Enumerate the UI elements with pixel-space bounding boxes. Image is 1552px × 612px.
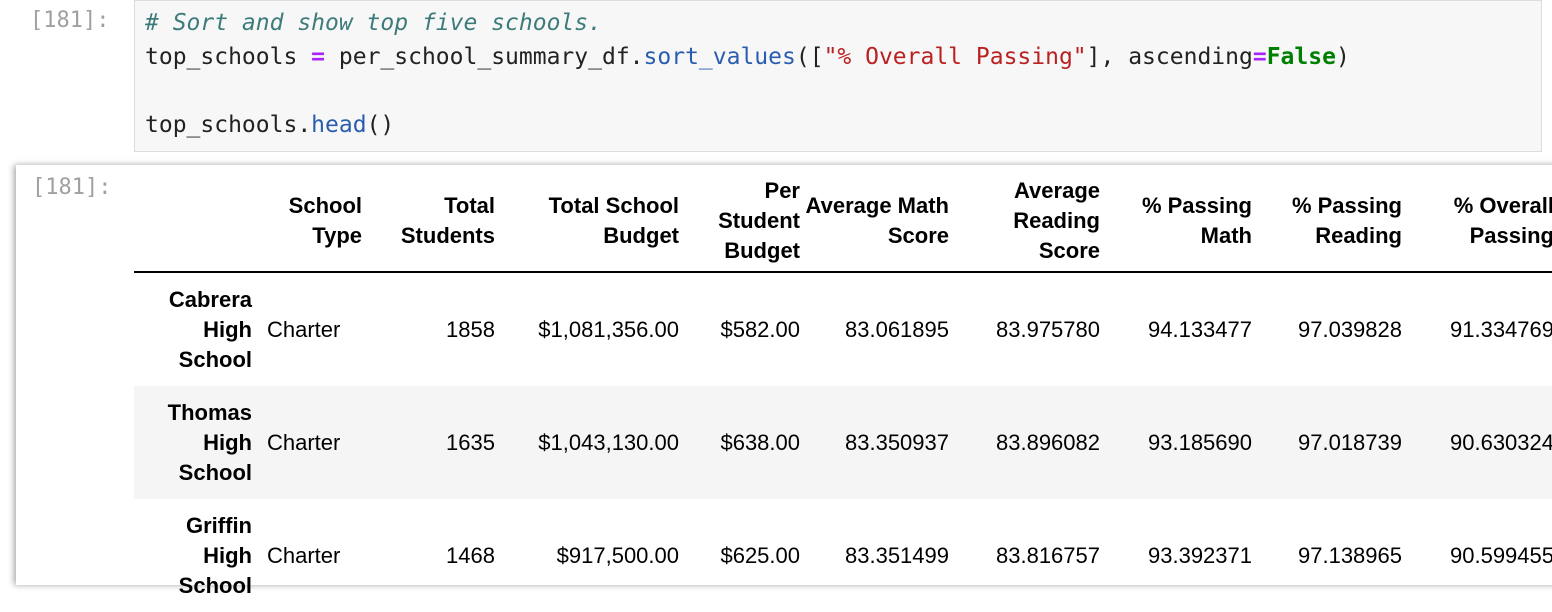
table-row: Cabrera High School Charter 1858 $1,081,356… <box>134 272 1552 386</box>
column-header: School Type <box>254 171 364 273</box>
row-index: Thomas High School <box>167 399 252 485</box>
index-header <box>134 171 254 273</box>
dataframe: School Type Total Students Total School Bu… <box>134 171 1552 612</box>
table-cell: $917,500.00 <box>556 542 679 568</box>
code-token: = <box>311 44 326 70</box>
table-cell: 97.039828 <box>1298 316 1402 342</box>
column-header: % Overall Passing <box>1404 171 1552 273</box>
table-cell: 97.138965 <box>1298 542 1402 568</box>
code-token: top_schools <box>145 44 312 70</box>
column-header: Average Math Score <box>802 171 951 273</box>
table-cell: $638.00 <box>720 429 800 455</box>
table-row: Griffin High School Charter 1468 $917,500.0… <box>134 499 1552 612</box>
code-cell[interactable]: # Sort and show top five schools. top_sc… <box>134 0 1542 152</box>
table-cell: Charter <box>267 542 341 568</box>
column-header: Total School Budget <box>497 171 681 273</box>
comment: # Sort and show top five schools. <box>145 10 602 36</box>
notebook: {"input_prompt": "[181]:", "code": { "li… <box>30 0 1552 598</box>
code-token: sort_values <box>643 44 796 70</box>
code-token: "% Overall Passing" <box>823 44 1087 70</box>
code-token: ([ <box>795 44 824 70</box>
table-cell: 1858 <box>446 316 495 342</box>
code-token: False <box>1266 44 1336 70</box>
code-token: = <box>1252 44 1267 70</box>
table-cell: 83.351499 <box>845 542 949 568</box>
table-cell: 97.018739 <box>1298 429 1402 455</box>
table-row: Thomas High School Charter 1635 $1,043,130.… <box>134 386 1552 499</box>
table-cell: 83.975780 <box>996 316 1100 342</box>
table-cell: $1,081,356.00 <box>538 316 679 342</box>
table-cell: $1,043,130.00 <box>538 429 679 455</box>
code-token: ], ascending <box>1086 44 1253 70</box>
row-index: Griffin High School <box>178 512 252 598</box>
code: # Sort and show top five schools. top_sc… <box>135 1 1541 147</box>
code-token: per_school_summary_df. <box>325 44 644 70</box>
table-cell: Charter <box>267 429 341 455</box>
table-cell: 93.392371 <box>1148 542 1252 568</box>
table-cell: 90.599455 <box>1450 542 1552 568</box>
table-cell: $582.00 <box>720 316 800 342</box>
output-area: [181]: School Type Total Students Total Sc… <box>16 165 1552 598</box>
column-header: Average Reading Score <box>951 171 1102 273</box>
table-cell: 83.350937 <box>845 429 949 455</box>
table-cell: Charter <box>267 316 341 342</box>
column-header: % Passing Math <box>1102 171 1254 273</box>
table-cell: 94.133477 <box>1148 316 1252 342</box>
column-header: % Passing Reading <box>1254 171 1404 273</box>
table-cell: 1635 <box>446 429 495 455</box>
table-cell: 1468 <box>446 542 495 568</box>
table-cell: 83.061895 <box>845 316 949 342</box>
table-cell: $625.00 <box>720 542 800 568</box>
code-token: top_schools. <box>145 112 312 138</box>
code-token: head <box>311 112 367 138</box>
output-prompt: [181]: <box>32 175 112 200</box>
table-cell: 93.185690 <box>1148 429 1252 455</box>
table-cell: 90.630324 <box>1450 429 1552 455</box>
table-cell: 91.334769 <box>1450 316 1552 342</box>
table-cell: 83.896082 <box>996 429 1100 455</box>
code-token: () <box>366 112 395 138</box>
table-cell: 83.816757 <box>996 542 1100 568</box>
row-index: Cabrera High School <box>168 286 252 372</box>
code-token: ) <box>1335 44 1350 70</box>
input-prompt: [181]: <box>30 8 110 33</box>
header-row: School Type Total Students Total School Bu… <box>134 171 1552 273</box>
column-header: Per Student Budget <box>681 171 802 273</box>
column-header: Total Students <box>364 171 497 273</box>
